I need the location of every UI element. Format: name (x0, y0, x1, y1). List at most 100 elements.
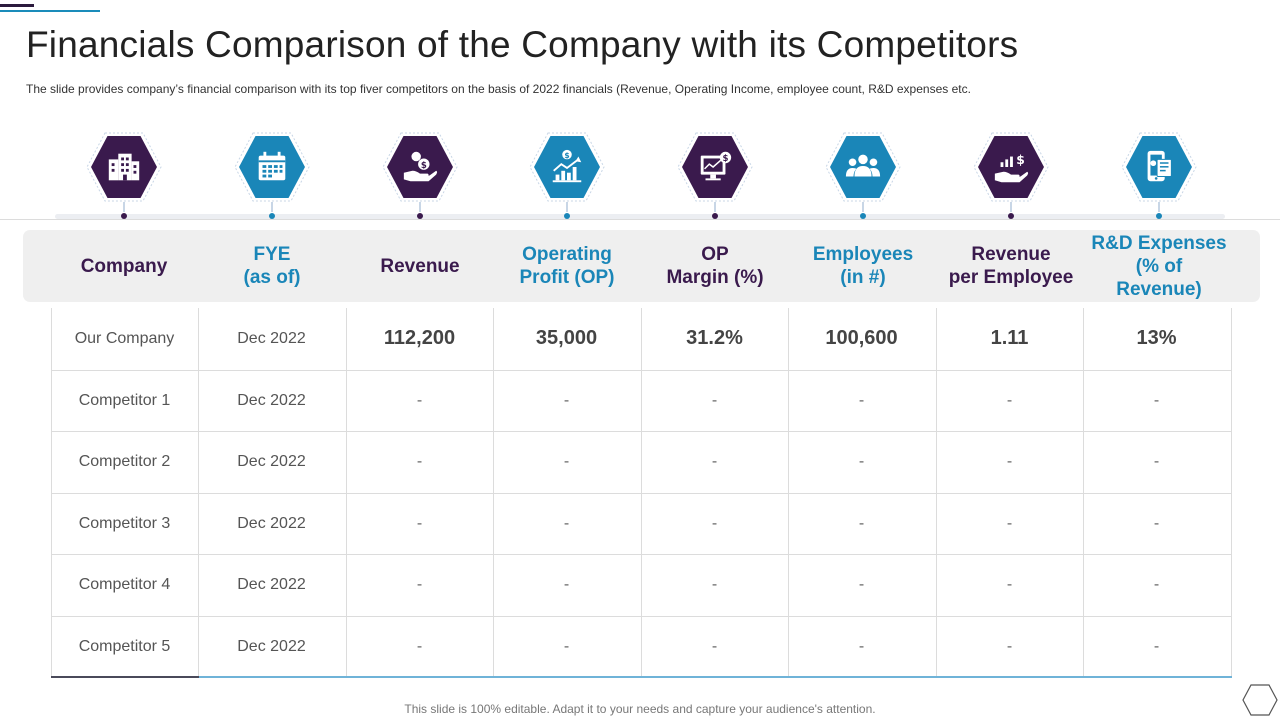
company-name-cell: Competitor 1 (78, 391, 171, 409)
column-header: FYE (as of) (199, 230, 346, 302)
hexagon-outline (825, 132, 901, 202)
table-cell-margin: 31.2% (686, 327, 743, 349)
column-header: Revenue per Employee (938, 230, 1085, 302)
timeline-stem (566, 202, 568, 212)
table-cell-rev-per-emp: - (1006, 452, 1013, 470)
table-header-band (23, 230, 1260, 302)
timeline-dot (1008, 213, 1014, 219)
timeline-dot (1156, 213, 1162, 219)
table-cell-fye: Dec 2022 (237, 575, 306, 593)
table-cell-fye: Dec 2022 (237, 329, 306, 347)
table-cell-fye: Dec 2022 (237, 637, 306, 655)
company-name-cell: Competitor 3 (78, 514, 171, 532)
column-icon-marker (234, 132, 310, 222)
table-cell-rnd: - (1153, 452, 1160, 470)
svg-text:$: $ (421, 161, 427, 171)
column-header-label: Operating Profit (OP) (519, 244, 615, 288)
table-cell-margin: - (711, 391, 718, 409)
column-header: Revenue (347, 230, 494, 302)
svg-text:$: $ (564, 151, 569, 160)
table-cell-revenue: - (416, 575, 423, 593)
column-header-label: R&D Expenses (% of Revenue) (1091, 232, 1227, 300)
timeline-dot (417, 213, 423, 219)
svg-text:$: $ (1016, 153, 1025, 167)
timeline-stem (419, 202, 421, 212)
grid-line-horizontal (51, 554, 1232, 555)
page-title: Financials Comparison of the Company wit… (26, 24, 1019, 65)
timeline-dot (269, 213, 275, 219)
column-icon-marker: $ (677, 132, 753, 222)
hexagon-outline (973, 132, 1049, 202)
column-header: R&D Expenses (% of Revenue) (1086, 230, 1233, 302)
hexagon-outline (382, 132, 458, 202)
column-icon-marker (825, 132, 901, 222)
svg-text:$: $ (722, 154, 728, 164)
column-icon-marker: $ (529, 132, 605, 222)
divider-line (0, 219, 1280, 220)
grid-line-horizontal (51, 616, 1232, 617)
hexagon-outline-icon (1242, 684, 1278, 716)
column-header-label: OP Margin (%) (666, 244, 764, 288)
top-accent-bar-blue (0, 10, 100, 12)
column-icon-marker: $ (973, 132, 1049, 222)
table-cell-rnd: - (1153, 391, 1160, 409)
column-icon-marker (86, 132, 162, 222)
top-accent-bar-dark (0, 4, 34, 7)
footer-note: This slide is 100% editable. Adapt it to… (404, 702, 876, 716)
table-cell-employees: 100,600 (825, 327, 898, 349)
hexagon-outline (529, 132, 605, 202)
company-name-cell: Competitor 5 (78, 637, 171, 655)
timeline-stem (1158, 202, 1160, 212)
table-cell-revenue: - (416, 637, 423, 655)
company-name-cell: Our Company (74, 329, 175, 347)
timeline-stem (862, 202, 864, 212)
table-cell-rnd: 13% (1136, 327, 1177, 349)
table-cell-op: - (563, 452, 570, 470)
column-header-label: Revenue (380, 255, 460, 277)
table-cell-margin: - (711, 575, 718, 593)
column-icon-marker (1121, 132, 1197, 222)
grid-line-horizontal (51, 370, 1232, 371)
table-cell-rnd: - (1153, 575, 1160, 593)
table-cell-employees: - (858, 452, 865, 470)
column-icon-marker: $ (382, 132, 458, 222)
comparison-table: Our Company Dec 2022 112,200 35,000 31.2% 100… (51, 308, 1232, 678)
company-name-cell: Competitor 2 (78, 452, 171, 470)
column-header: Employees (in #) (790, 230, 937, 302)
table-cell-fye: Dec 2022 (237, 452, 306, 470)
table-cell-margin: - (711, 452, 718, 470)
column-header: Company (51, 230, 198, 302)
table-cell-margin: - (711, 514, 718, 532)
timeline-dot (121, 213, 127, 219)
table-cell-op: - (563, 391, 570, 409)
timeline-dot (860, 213, 866, 219)
table-bottom-border-accent (199, 676, 1232, 678)
hexagon-outline (234, 132, 310, 202)
hexagon-outline (86, 132, 162, 202)
timeline-track (55, 214, 1225, 219)
table-cell-employees: - (858, 637, 865, 655)
column-header-label: Employees (in #) (812, 244, 914, 288)
table-cell-rnd: - (1153, 514, 1160, 532)
table-cell-revenue: - (416, 514, 423, 532)
column-header-label: Revenue per Employee (948, 244, 1074, 288)
hexagon-outline (1121, 132, 1197, 202)
timeline-dot (564, 213, 570, 219)
company-name-cell: Competitor 4 (78, 575, 171, 593)
table-cell-op: - (563, 514, 570, 532)
table-cell-revenue: - (416, 452, 423, 470)
grid-line-horizontal (51, 431, 1232, 432)
column-header: Operating Profit (OP) (494, 230, 641, 302)
timeline-stem (271, 202, 273, 212)
table-cell-op: - (563, 575, 570, 593)
table-cell-revenue: - (416, 391, 423, 409)
table-cell-rev-per-emp: 1.11 (990, 327, 1029, 349)
table-cell-margin: - (711, 637, 718, 655)
table-bottom-border (51, 676, 199, 678)
timeline-stem (123, 202, 125, 212)
table-cell-revenue: 112,200 (383, 327, 456, 349)
table-cell-rev-per-emp: - (1006, 514, 1013, 532)
table-cell-employees: - (858, 514, 865, 532)
table-cell-fye: Dec 2022 (237, 514, 306, 532)
table-cell-employees: - (858, 575, 865, 593)
